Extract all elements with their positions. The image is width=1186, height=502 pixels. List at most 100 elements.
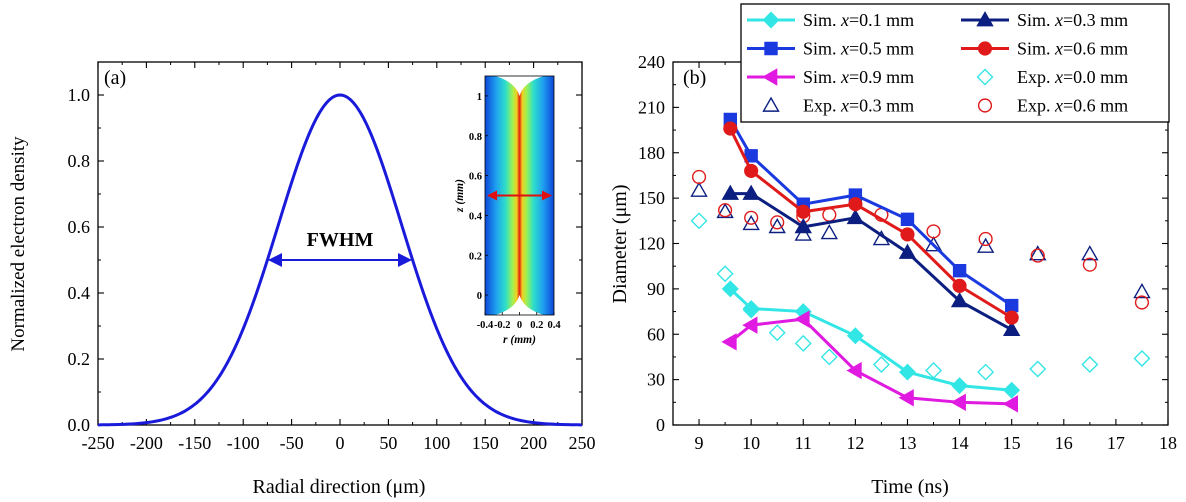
y-tick-label: 0.4 bbox=[68, 283, 91, 303]
legend-label: Exp. x=0.0 mm bbox=[1017, 67, 1128, 87]
legend-label-suffix: =0.3 mm bbox=[1063, 10, 1128, 30]
legend-label: Sim. x=0.1 mm bbox=[803, 10, 914, 30]
legend-swatch-marker bbox=[762, 11, 780, 29]
x-tick-label: 13 bbox=[898, 433, 916, 453]
data-point bbox=[716, 265, 734, 283]
data-point bbox=[721, 333, 737, 351]
data-point bbox=[742, 300, 760, 318]
legend-item: Exp. x=0.3 mm bbox=[762, 96, 914, 116]
data-point bbox=[721, 184, 740, 200]
data-point bbox=[976, 237, 995, 253]
x-tick-label: 17 bbox=[1107, 433, 1125, 453]
data-point bbox=[898, 389, 914, 407]
legend-label-prefix: Sim. bbox=[803, 39, 841, 59]
x-tick-label: 18 bbox=[1159, 433, 1177, 453]
data-point bbox=[846, 208, 865, 225]
data-point bbox=[951, 377, 969, 395]
y-tick-label: 1.0 bbox=[68, 85, 91, 105]
inset-x-tick-label: -0.4 bbox=[477, 320, 494, 331]
legend-label-suffix: =0.5 mm bbox=[849, 39, 914, 59]
x-tick-label: -200 bbox=[130, 433, 163, 453]
legend-label-prefix: Exp. bbox=[1017, 67, 1055, 87]
data-point bbox=[872, 356, 890, 373]
legend-label: Sim. x=0.5 mm bbox=[803, 39, 914, 59]
data-point bbox=[794, 334, 812, 352]
x-tick-label: 150 bbox=[472, 433, 499, 453]
inset-plot: -0.4 -0.2 0 0.2 0.4 0 0.2 0.4 0.6 0.8 1 r (mm) z (mm… bbox=[454, 75, 561, 346]
legend-item: Exp. x=0.6 mm bbox=[977, 96, 1128, 116]
data-point bbox=[768, 324, 786, 342]
x-tick-label: -250 bbox=[82, 433, 115, 453]
series-3 bbox=[723, 121, 1019, 325]
data-point bbox=[794, 217, 812, 234]
inset-top-electrode bbox=[495, 76, 544, 96]
legend-label: Exp. x=0.3 mm bbox=[803, 96, 914, 116]
series-line bbox=[728, 127, 1013, 319]
legend-swatch-marker bbox=[976, 68, 994, 86]
panel-a-label: (a) bbox=[104, 67, 126, 89]
data-point bbox=[691, 169, 707, 185]
density-curve bbox=[97, 93, 583, 427]
legend-item: Sim. x=0.5 mm bbox=[747, 39, 914, 59]
legend-label-suffix: =0.3 mm bbox=[849, 96, 914, 116]
x-tick-label: -150 bbox=[178, 433, 211, 453]
legend-label-suffix: =0.6 mm bbox=[1063, 39, 1128, 59]
legend-label-suffix: =0.6 mm bbox=[1063, 96, 1128, 116]
legend-label: Sim. x=0.9 mm bbox=[803, 67, 914, 87]
series-7 bbox=[691, 169, 1150, 310]
legend-swatch-marker bbox=[762, 68, 778, 86]
x-tick-label: 100 bbox=[423, 433, 450, 453]
x-tick-label: 11 bbox=[795, 433, 812, 453]
y-tick-label: 0.2 bbox=[68, 349, 91, 369]
series-4 bbox=[721, 310, 1019, 413]
legend-frame bbox=[740, 3, 1170, 123]
panel-b-label: (b) bbox=[683, 67, 706, 89]
data-point bbox=[690, 212, 708, 230]
data-point bbox=[716, 202, 734, 219]
series-5 bbox=[690, 212, 1151, 381]
data-point bbox=[744, 163, 759, 178]
data-point bbox=[1082, 257, 1097, 272]
data-point bbox=[925, 362, 943, 380]
legend-label-variable: x bbox=[1054, 67, 1063, 87]
data-point bbox=[1081, 356, 1099, 373]
panel-a: Normalized electron density Radial direc… bbox=[8, 61, 596, 498]
data-point bbox=[794, 310, 810, 328]
panel-b-x-axis-label: Time (ns) bbox=[871, 476, 949, 498]
fwhm-label: FWHM bbox=[307, 229, 374, 251]
legend-label: Sim. x=0.3 mm bbox=[1017, 10, 1128, 30]
x-tick-label: 200 bbox=[520, 433, 547, 453]
y-tick-label: 30 bbox=[647, 370, 665, 390]
panel-b: Diameter (μm) Time (ns) (b) 9 10 11 12 13 14 1… bbox=[609, 3, 1177, 498]
x-tick-label: 14 bbox=[951, 433, 969, 453]
data-point bbox=[1003, 381, 1021, 399]
inset-y-tick-label: 0.8 bbox=[469, 132, 482, 143]
data-point bbox=[1030, 248, 1045, 263]
data-point bbox=[846, 327, 864, 345]
x-tick-label: 250 bbox=[569, 433, 596, 453]
legend-item: Sim. x=0.6 mm bbox=[961, 39, 1128, 59]
data-point bbox=[848, 197, 863, 212]
y-tick-label: 0.6 bbox=[68, 217, 91, 237]
panel-a-y-axis-label: Normalized electron density bbox=[8, 136, 29, 352]
data-point bbox=[1029, 245, 1047, 261]
data-point bbox=[718, 203, 733, 218]
x-tick-label: -100 bbox=[227, 433, 260, 453]
data-point bbox=[742, 214, 760, 231]
data-point bbox=[690, 181, 708, 197]
data-point bbox=[1029, 360, 1047, 378]
data-point bbox=[1134, 295, 1150, 310]
series-1 bbox=[721, 184, 1021, 337]
x-tick-label: 0 bbox=[336, 433, 345, 453]
legend-label-suffix: =0.0 mm bbox=[1063, 67, 1128, 87]
data-point bbox=[898, 363, 916, 381]
inset-y-tick-label: 0.4 bbox=[469, 211, 483, 222]
legend-item: Sim. x=0.1 mm bbox=[747, 10, 914, 30]
legend-label-variable: x bbox=[840, 39, 849, 59]
legend-label-variable: x bbox=[840, 67, 849, 87]
legend-swatch-marker bbox=[976, 11, 994, 27]
x-tick-label: 10 bbox=[742, 433, 760, 453]
x-tick-label: 9 bbox=[695, 433, 704, 453]
data-point bbox=[900, 212, 915, 226]
